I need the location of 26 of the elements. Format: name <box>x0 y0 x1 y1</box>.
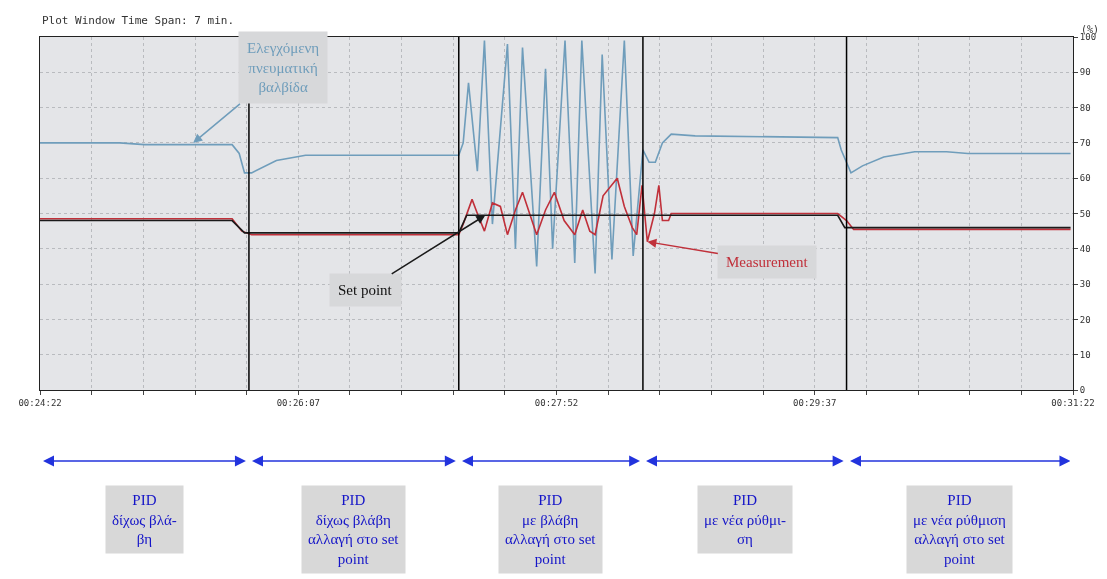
y-tick-label: 30 <box>1079 279 1091 290</box>
text: PID με βλάβη αλλαγή στο set point <box>505 492 597 567</box>
annotation: Set point <box>338 282 393 298</box>
y-tick-label: 40 <box>1079 243 1091 254</box>
y-tick-label: 90 <box>1079 67 1091 78</box>
x-tick-label: 00:24:22 <box>18 397 62 408</box>
x-tick-label: 00:27:52 <box>534 397 579 408</box>
y-tick-label: 50 <box>1079 208 1091 219</box>
y-tick-label: 100 <box>1079 32 1097 43</box>
y-tick-label: 70 <box>1079 138 1091 149</box>
x-tick-label: 00:29:37 <box>793 397 837 408</box>
y-tick-label: 20 <box>1079 314 1091 325</box>
y-tick-label: 80 <box>1079 102 1091 113</box>
annotation: Measurement <box>726 254 809 270</box>
y-tick-label: 60 <box>1079 173 1091 184</box>
y-tick-label: 10 <box>1079 349 1091 360</box>
x-tick-label: 00:26:07 <box>276 397 321 408</box>
annotation: Ελεγχόμενη πνευματική βαλβίδα <box>247 40 320 95</box>
y-tick-label: 0 <box>1079 385 1086 396</box>
x-tick-label: 00:31:22 <box>1051 397 1095 408</box>
text: PID δίχως βλάβη αλλαγή στο set point <box>308 492 400 567</box>
line-series <box>40 39 1072 275</box>
text: PID με νέα ρύθμι- ση <box>704 492 786 547</box>
text: PID δίχως βλά- βη <box>112 492 177 547</box>
text: PID με νέα ρύθμιση αλλαγή στο set point <box>913 492 1007 567</box>
text: Plot Window Time Span: 7 min. <box>42 14 235 27</box>
